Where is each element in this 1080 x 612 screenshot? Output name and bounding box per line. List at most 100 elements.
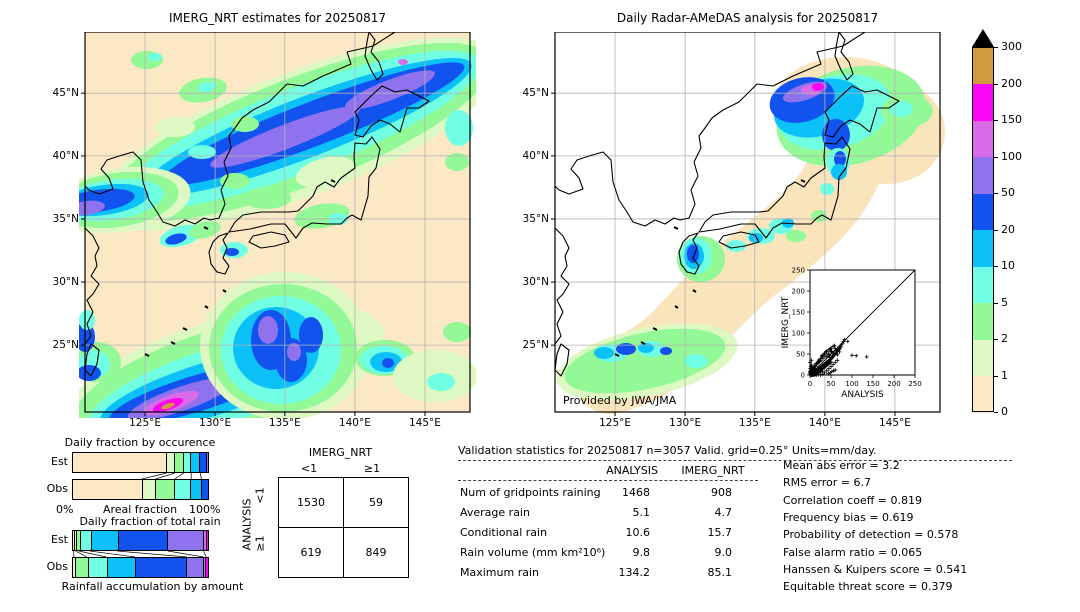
colorbar-tick: [994, 412, 998, 413]
bar-row-label: Est: [51, 533, 68, 546]
contingency-cell: 849: [343, 527, 409, 578]
validation-value-imerg: 9.0: [714, 546, 733, 559]
precipitation-contour: [684, 354, 708, 368]
colorbar-tick-label: 300: [1001, 40, 1022, 53]
validation-title-divider: [458, 460, 1012, 461]
precipitation-contour: [161, 402, 175, 410]
bar-segment: [135, 558, 187, 577]
colorbar-tick: [994, 229, 998, 231]
lon-tick-label: 140°E: [338, 417, 371, 429]
bar-segment: [183, 453, 191, 472]
occurrence-x100-label: 100%: [189, 503, 221, 516]
coastline: [364, 32, 384, 81]
lat-tick-label: 45°N: [522, 87, 549, 100]
colorbar-segment: [972, 266, 994, 303]
colorbar-tick-label: 150: [1001, 113, 1022, 126]
lon-tick-label: 135°E: [268, 417, 301, 429]
bar-segment: [73, 531, 75, 550]
bar-segment: [186, 558, 203, 577]
connector-line: [199, 473, 202, 479]
precipitation-contour: [287, 343, 301, 361]
lon-tick-label: 125°E: [129, 417, 162, 429]
coastline: [208, 232, 230, 275]
colorbar-segment: [972, 47, 994, 84]
inset-x-tick-label: 150: [866, 380, 879, 388]
colorbar-tick-label: 200: [1001, 76, 1022, 90]
colorbar-tick: [994, 47, 998, 48]
precipitation-contour: [749, 233, 763, 243]
validation-row-label: Average rain: [460, 506, 530, 519]
colorbar-segment: [972, 156, 994, 194]
score-row: RMS error = 6.7: [783, 476, 871, 490]
score-row: False alarm ratio = 0.065: [783, 545, 923, 559]
precipitation-contour: [225, 248, 239, 256]
validation-value-imerg: 908: [711, 486, 732, 499]
validation-value-imerg: 15.7: [707, 526, 733, 539]
inset-y-tick-label: 250: [792, 267, 805, 275]
stacked-bar-obs: [72, 557, 209, 578]
colorbar-tick-label: 20: [1001, 222, 1015, 236]
occurrence-xaxis-label: Areal fraction: [102, 503, 178, 516]
precipitation-contour: [638, 343, 654, 353]
provided-by-credit: Provided by JWA/JMA: [563, 394, 677, 407]
contingency-cell: 619: [278, 527, 344, 578]
bar-segment: [73, 453, 167, 472]
precipitation-contour: [820, 183, 834, 195]
coastline: [554, 32, 866, 227]
lon-tick-label: 125°E: [599, 417, 632, 429]
colorbar-tick-label: 2: [1001, 332, 1008, 345]
validation-value-analysis: 1468: [622, 486, 650, 499]
stacked-bar-est: [72, 530, 209, 551]
radar-amedas-map: 00 50 50 100 100 150 150 200 200 250 250 ANALYSIS IM…: [551, 32, 945, 416]
bar-segment: [90, 531, 118, 550]
precipitation-contour: [726, 240, 746, 252]
validation-row-label: Conditional rain: [460, 526, 548, 539]
inset-xaxis-label: ANALYSIS: [841, 390, 884, 400]
map-border: [554, 32, 941, 413]
score-row: Equitable threat score = 0.379: [783, 580, 953, 594]
validation-row-label: Rain volume (mm km²10⁶): [460, 546, 606, 559]
score-row: Correlation coeff = 0.819: [783, 493, 922, 507]
inset-y-tick-label: 150: [792, 309, 805, 317]
lat-tick-label: 45°N: [52, 87, 79, 100]
lat-tick-label: 25°N: [522, 339, 549, 352]
bar-segment: [200, 480, 208, 499]
validation-value-analysis: 9.8: [632, 546, 651, 559]
score-row: Probability of detection = 0.578: [783, 528, 959, 542]
connector-line: [73, 551, 75, 557]
stacked-bar-obs: [72, 479, 209, 500]
colorbar-tick: [994, 375, 998, 377]
precipitation-contour: [198, 81, 216, 93]
validation-row-label: Maximum rain: [460, 566, 539, 579]
precipitation-contour: [148, 53, 162, 61]
precipitation-contour: [189, 221, 221, 239]
inset-y-tick-label: 200: [792, 288, 805, 296]
colorbar-tick-label: 100: [1001, 149, 1022, 163]
lon-tick-label: 145°E: [878, 417, 911, 429]
left-map-title: IMERG_NRT estimates for 20250817: [169, 11, 386, 25]
scatter-points: [808, 337, 869, 377]
coastline: [718, 231, 760, 249]
score-row: Hanssen & Kuipers score = 0.541: [783, 562, 968, 576]
colorbar-tick: [994, 302, 998, 304]
inset-x-tick-label: 50: [827, 380, 836, 388]
bar-connector-lines: [141, 473, 202, 479]
colorbar-tick: [994, 193, 998, 194]
bar-segment: [190, 480, 201, 499]
lat-tick-label: 35°N: [52, 212, 79, 225]
validation-header-divider: [458, 480, 758, 481]
colorbar-tick: [994, 156, 998, 158]
totalrain-chart-title: Daily fraction of total rain: [79, 515, 221, 528]
colorbar-tick: [994, 266, 998, 267]
inset-scatter-plot: 00 50 50 100 100 150 150 200 200 250 250 ANALYSIS IM…: [781, 267, 922, 401]
colorbar-tick-label: 1: [1001, 368, 1008, 382]
precipitation-contour: [889, 101, 913, 117]
bar-segment: [190, 453, 200, 472]
bar-segment: [202, 531, 206, 550]
lat-tick-label: 30°N: [522, 276, 549, 289]
colorbar-tick-label: 10: [1001, 259, 1015, 272]
precipitation-contour: [231, 116, 259, 132]
colorbar-tick-label: 50: [1001, 186, 1015, 199]
coastline: [84, 227, 100, 345]
